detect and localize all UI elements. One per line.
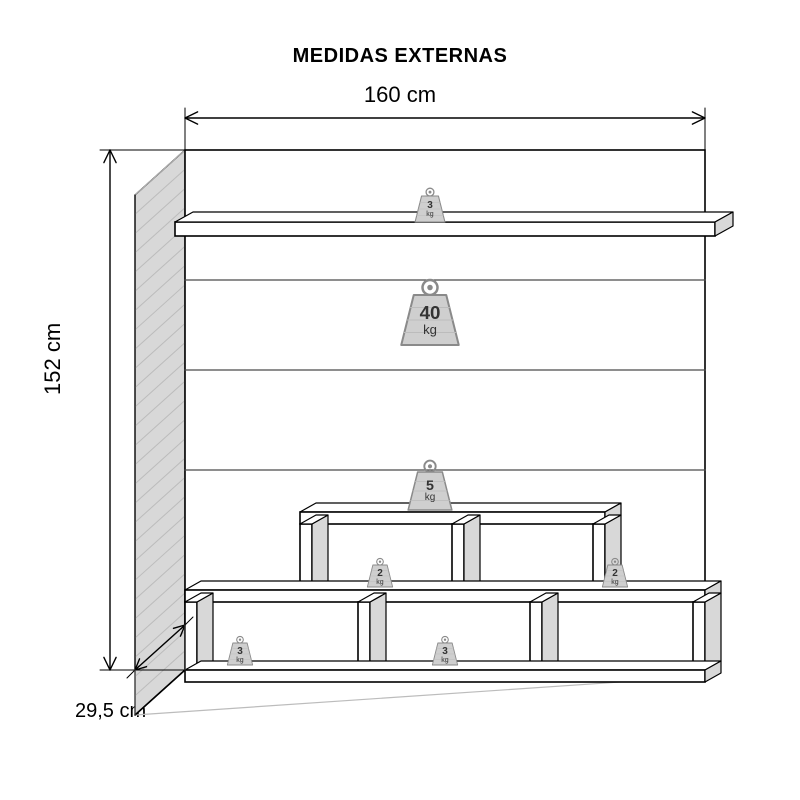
furniture-diagram [0, 0, 800, 800]
